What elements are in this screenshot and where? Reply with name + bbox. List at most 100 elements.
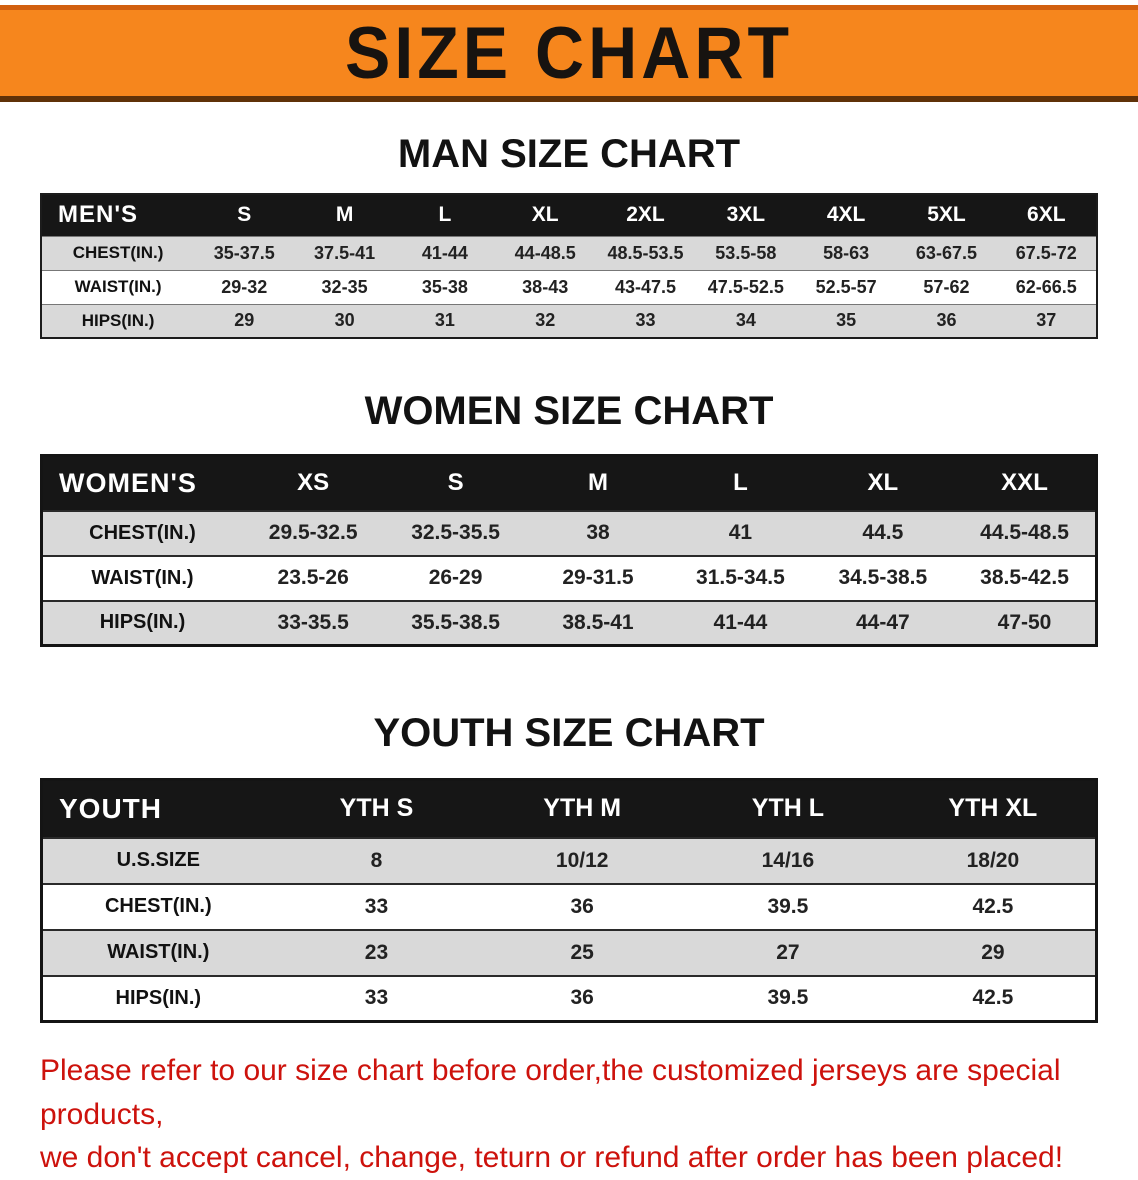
table-cell: 58-63: [823, 242, 870, 263]
column-header: 6XL: [996, 194, 1097, 236]
table-cell: 23.5-26: [277, 566, 349, 589]
table-cell: 39.5: [767, 986, 809, 1010]
table-cell: 26-29: [428, 566, 483, 589]
column-header: L: [669, 455, 812, 511]
table-cell: 32.5-35.5: [411, 521, 500, 544]
table-cell: 34.5-38.5: [838, 566, 928, 589]
table-cell: 36: [570, 894, 594, 918]
column-header: XL: [811, 455, 955, 511]
table-cell: 32-35: [321, 276, 368, 297]
table-cell: 42.5: [972, 894, 1014, 918]
table-cell: 31.5-34.5: [696, 566, 785, 589]
table-cell: 29: [234, 310, 255, 331]
table-row: CHEST(IN.) 35-37.5 37.5-41 41-44 44-48.5 48.5…: [41, 236, 1097, 270]
column-header: S: [194, 194, 295, 236]
column-header: 2XL: [595, 194, 696, 236]
table-cell: 30: [334, 310, 355, 331]
table-cell: 10/12: [555, 848, 609, 872]
table-row: HIPS(IN.) 33-35.5 35.5-38.5 38.5-41 41-44 44-…: [41, 600, 1097, 646]
table-row: WAIST(IN.) 29-32 32-35 35-38 38-43 43-47.5 47.…: [41, 270, 1097, 304]
column-header: M: [526, 455, 670, 511]
table-cell: 44-48.5: [514, 242, 576, 263]
table-cell: 35-37.5: [213, 242, 275, 263]
table-cell: 14/16: [761, 848, 815, 872]
table-cell: 27: [776, 940, 800, 964]
table-cell: 29-31.5: [562, 566, 634, 589]
table-cell: 36: [936, 310, 957, 331]
women-section-heading: WOMEN SIZE CHART: [364, 389, 774, 433]
table-cell: 18/20: [966, 848, 1020, 872]
table-cell: 57-62: [923, 276, 970, 297]
table-cell: 34: [735, 310, 756, 331]
table-cell: 39.5: [767, 894, 809, 918]
table-row: CHEST(IN.) 29.5-32.5 32.5-35.5 38 41 44.5 44.5…: [41, 510, 1097, 556]
table-cell: 53.5-58: [715, 242, 777, 263]
table-cell: 37.5-41: [314, 242, 376, 263]
banner: SIZE CHART: [0, 5, 1138, 102]
column-header: L: [394, 194, 496, 236]
table-cell: 38-43: [522, 276, 569, 297]
table-cell: 32: [535, 310, 556, 331]
table-cell: 35.5-38.5: [411, 610, 500, 634]
youth-size-table: YOUTH YTH S YTH M YTH L YTH XL U.S.SIZE 8 10/12…: [40, 778, 1098, 1023]
row-label: WAIST(IN.): [74, 277, 162, 296]
youth-section: YOUTH SIZE CHART YOUTH YTH S YTH M YTH L YTH…: [0, 711, 1138, 1023]
youth-section-heading: YOUTH SIZE CHART: [373, 711, 765, 755]
table-cell: 25: [570, 940, 594, 964]
table-cell: 41: [728, 521, 753, 544]
row-label: CHEST(IN.): [104, 895, 212, 917]
table-row: WAIST(IN.) 23 25 27 29: [41, 929, 1097, 976]
table-cell: 35-38: [421, 276, 468, 297]
table-cell: 67.5-72: [1015, 242, 1077, 263]
row-label: CHEST(IN.): [89, 521, 196, 544]
column-header: M: [294, 194, 395, 236]
row-label: WAIST(IN.): [91, 566, 194, 589]
table-cell: 48.5-53.5: [607, 242, 684, 263]
men-size-table: MEN'S S M L XL 2XL 3XL 4XL 5XL 6XL CHEST(IN.) 35-37…: [40, 193, 1098, 339]
table-corner-label: WOMEN'S: [41, 455, 242, 511]
row-label: HIPS(IN.): [99, 611, 186, 634]
table-cell: 29: [981, 940, 1005, 964]
row-label: CHEST(IN.): [72, 243, 164, 262]
table-cell: 44-47: [855, 610, 910, 634]
table-cell: 31: [434, 310, 455, 331]
column-header: XXL: [954, 455, 1097, 511]
table-cell: 42.5: [972, 986, 1014, 1010]
column-header: S: [384, 455, 527, 511]
table-cell: 37: [1036, 310, 1057, 331]
column-header: XS: [241, 455, 385, 511]
table-cell: 47.5-52.5: [707, 276, 784, 297]
table-cell: 33: [364, 986, 389, 1010]
column-header: YTH M: [479, 779, 686, 838]
table-cell: 38.5-41: [562, 610, 634, 634]
table-corner-label: YOUTH: [41, 779, 274, 838]
table-cell: 43-47.5: [614, 276, 677, 297]
page-title: SIZE CHART: [345, 11, 793, 95]
table-cell: 29-32: [221, 276, 268, 297]
table-cell: 33-35.5: [277, 610, 349, 634]
table-cell: 52.5-57: [815, 276, 877, 297]
table-cell: 63-67.5: [915, 242, 977, 263]
table-cell: 33: [364, 894, 389, 918]
table-row: HIPS(IN.) 33 36 39.5 42.5: [41, 975, 1097, 1022]
table-cell: 38: [586, 521, 610, 544]
men-section: MAN SIZE CHART MEN'S S M L XL 2XL 3XL 4XL 5XL 6XL…: [0, 132, 1138, 339]
footer-note: Please refer to our size chart before or…: [40, 1049, 1100, 1180]
column-header: 4XL: [795, 194, 897, 236]
row-label: HIPS(IN.): [115, 986, 202, 1009]
table-cell: 29.5-32.5: [268, 521, 358, 544]
table-cell: 33: [635, 310, 656, 331]
column-header: YTH XL: [890, 779, 1097, 838]
column-header: YTH L: [685, 779, 891, 838]
table-corner-label: MEN'S: [41, 194, 195, 236]
table-cell: 41-44: [421, 242, 468, 263]
table-cell: 8: [370, 848, 383, 872]
table-cell: 36: [570, 986, 594, 1010]
table-cell: 47-50: [997, 610, 1052, 634]
column-header: 5XL: [896, 194, 997, 236]
header-row: WOMEN'S XS S M L XL XXL: [41, 455, 1097, 511]
women-section: WOMEN SIZE CHART WOMEN'S XS S M L XL XXL CHEST(…: [0, 389, 1138, 647]
table-cell: 44.5: [862, 521, 904, 544]
row-label: U.S.SIZE: [116, 849, 200, 871]
table-cell: 23: [364, 940, 389, 964]
